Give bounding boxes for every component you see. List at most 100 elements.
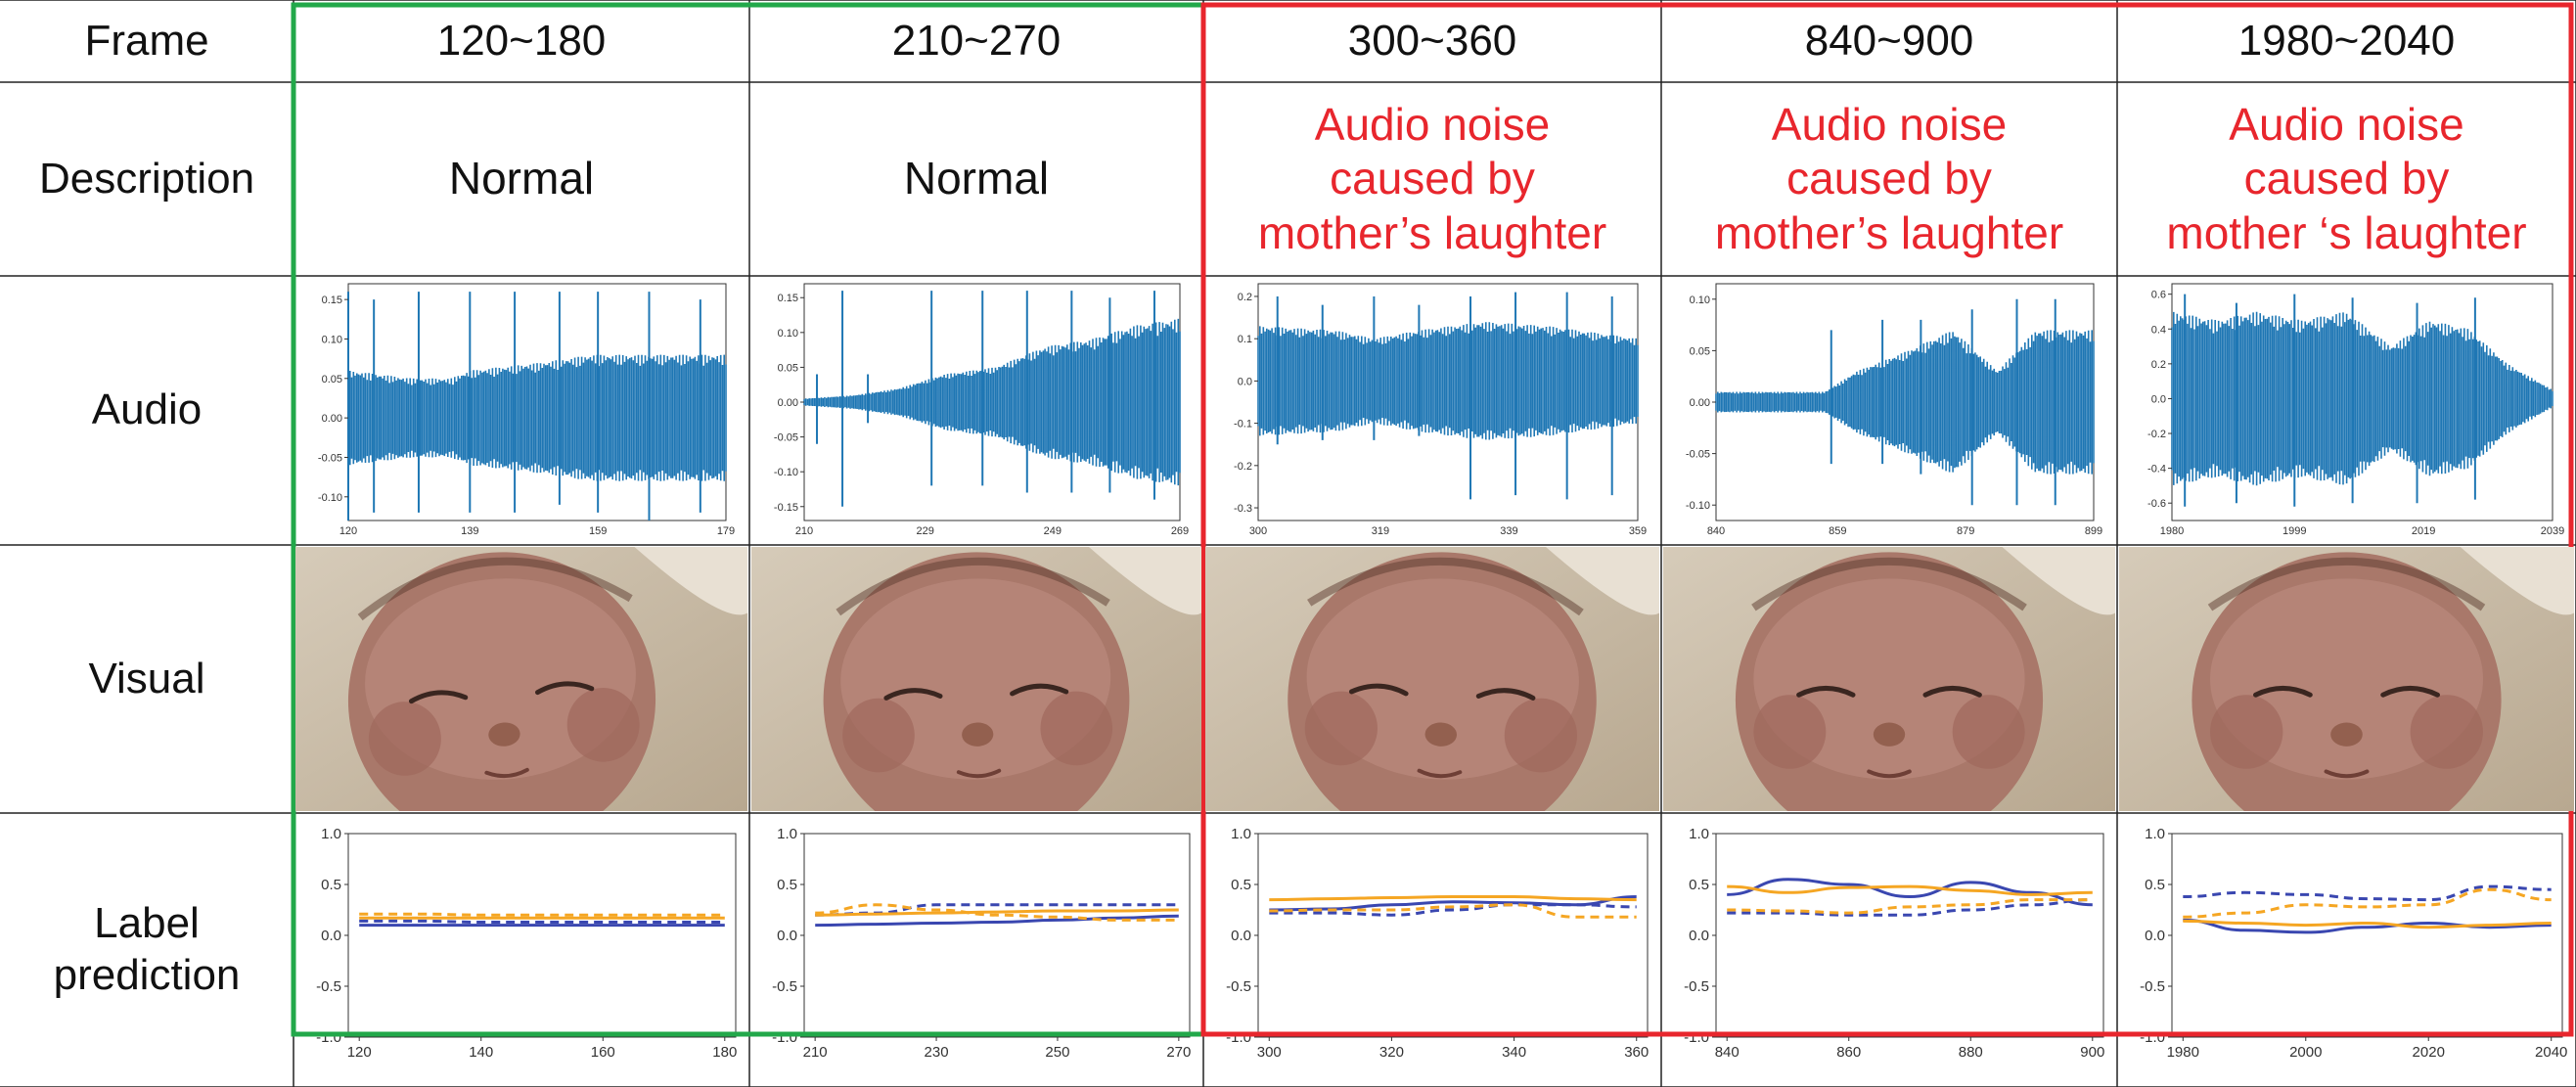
prediction-ytick-label: 0.5 <box>1689 877 1709 893</box>
audio-ytick-label: 0.15 <box>778 293 798 304</box>
description-5: Audio noise caused by mother ‘s laughter <box>2166 99 2527 258</box>
audio-ytick-label: 0.1 <box>1238 334 1252 345</box>
audio-ytick-label: 0.2 <box>1238 292 1252 303</box>
mouth <box>484 767 529 779</box>
prediction-series-orange-dashed <box>2183 887 2552 919</box>
hairline <box>1307 557 1584 616</box>
audio-waveforms: 120 139 159 1790.150.100.050.00-0.05-0.1021… <box>318 283 2564 537</box>
prediction-ytick-label: 0.0 <box>1689 928 1709 944</box>
audio-waveform-body <box>2171 311 2553 486</box>
audio-ytick-label: 0.05 <box>322 374 342 385</box>
audio-xtick-label: 879 <box>1957 525 1974 537</box>
prediction-series-orange-solid <box>1727 884 2093 896</box>
prediction-ytick-label: -0.5 <box>316 978 341 995</box>
row-label-description: Description <box>38 154 255 203</box>
prediction-series-orange-dashed <box>359 912 725 917</box>
nose <box>1424 722 1458 747</box>
face-group <box>1735 552 2044 811</box>
prediction-ytick-label: 0.0 <box>2145 928 2165 944</box>
prediction-series-blue-solid <box>1727 878 2093 907</box>
audio-ytick-label: -0.2 <box>2147 429 2166 440</box>
prediction-ytick-label: 1.0 <box>1231 826 1251 842</box>
prediction-ytick-label: 0.5 <box>777 877 797 893</box>
audio-ytick-label: 0.00 <box>1690 397 1710 409</box>
audio-plot-2: 210 229 249 269 0.15 0.10 0.05 0.00 -0.05 -0.10 -0… <box>774 283 1189 537</box>
description-4: Audio noise caused by mother’s laughter <box>1714 99 2064 258</box>
left-cheek <box>1304 691 1378 766</box>
face-group <box>1288 552 1597 811</box>
audio-ytick-label: 0.10 <box>1690 294 1710 306</box>
blanket-fold <box>2002 547 2115 615</box>
right-cheek <box>1040 691 1113 766</box>
prediction-ytick-label: 0.0 <box>1231 928 1251 944</box>
prediction-xtick-label: 2000 <box>2289 1044 2322 1061</box>
prediction-ytick-label: 0.5 <box>321 877 341 893</box>
audio-ytick-label: -0.10 <box>318 492 342 504</box>
audio-ytick-label: -0.05 <box>1686 449 1710 461</box>
prediction-xtick-label: 840 <box>1715 1044 1740 1061</box>
right-eye <box>1475 688 1536 701</box>
prediction-series-orange-solid <box>2183 919 2552 929</box>
group-boxes <box>291 2 2574 1037</box>
prediction-series-blue-dashed <box>359 919 725 925</box>
right-cheek <box>1504 698 1578 773</box>
audio-ytick-label: -0.05 <box>774 432 798 444</box>
audio-plot-3: 300 319 339 359 0.2 0.1 0.0 -0.1 -0.2 -0.3 <box>1234 283 1647 537</box>
left-eye <box>2253 685 2313 698</box>
audio-xtick-label: 359 <box>1629 525 1647 537</box>
prediction-ytick-label: 0.5 <box>2145 877 2165 893</box>
face-illustration <box>1205 547 1659 811</box>
mouth <box>1417 768 1463 779</box>
prediction-ytick-label: 1.0 <box>321 826 341 842</box>
prediction-xtick-label: 2040 <box>2535 1044 2567 1061</box>
prediction-ytick-label: 0.0 <box>321 928 341 944</box>
prediction-xtick-label: 2020 <box>2413 1044 2445 1061</box>
prediction-xtick-label: 860 <box>1836 1044 1861 1061</box>
frame-range-4: 840~900 <box>1804 16 1974 65</box>
audio-ytick-label: 0.0 <box>1238 376 1252 387</box>
prediction-xtick-label: 210 <box>803 1044 828 1061</box>
prediction-axes-frame <box>803 833 1191 1038</box>
visual-frame-5 <box>2119 547 2574 811</box>
prediction-xtick-label: 900 <box>2080 1044 2104 1061</box>
prediction-xtick-label: 270 <box>1166 1044 1191 1061</box>
left-cheek <box>842 698 915 773</box>
face-group <box>2192 552 2502 811</box>
hairline <box>2207 557 2486 611</box>
right-cheek <box>1952 695 2025 769</box>
nose <box>2330 722 2363 747</box>
visual-frame-4 <box>1663 547 2115 811</box>
frame-range-2: 210~270 <box>891 16 1062 65</box>
description-3: Audio noise caused by mother’s laughter <box>1257 99 1607 258</box>
prediction-axes-frame <box>347 833 737 1038</box>
visual-frame-1 <box>295 547 747 811</box>
audio-waveform-body <box>803 318 1181 486</box>
mouth <box>2324 769 2370 779</box>
prediction-xtick-label: 320 <box>1379 1044 1404 1061</box>
audio-ytick-label: 0.6 <box>2151 290 2166 301</box>
audio-ytick-label: -0.3 <box>1234 503 1252 515</box>
audio-ytick-label: 0.05 <box>778 362 798 374</box>
prediction-axes-frame <box>1257 833 1649 1038</box>
audio-ytick-label: -0.05 <box>318 452 342 464</box>
audio-waveform-body <box>347 354 727 481</box>
mouth <box>956 768 1002 779</box>
prediction-ytick-label: -0.5 <box>1684 978 1709 995</box>
audio-ytick-label: 0.15 <box>322 294 342 306</box>
left-cheek <box>368 702 441 776</box>
left-eye <box>883 688 943 701</box>
prediction-xtick-label: 120 <box>347 1044 372 1061</box>
right-eye <box>1922 685 1982 698</box>
face-group <box>823 552 1130 811</box>
audio-xtick-label: 120 <box>339 525 357 537</box>
prediction-xtick-label: 250 <box>1045 1044 1069 1061</box>
audio-ytick-label: 0.10 <box>322 334 342 345</box>
prediction-axes-frame <box>1715 833 2104 1038</box>
audio-xtick-label: 300 <box>1249 525 1267 537</box>
prediction-series-blue-dashed <box>1727 898 2093 917</box>
nose <box>1873 722 1906 747</box>
description-1: Normal <box>448 153 595 204</box>
prediction-series-blue-solid <box>815 914 1179 928</box>
